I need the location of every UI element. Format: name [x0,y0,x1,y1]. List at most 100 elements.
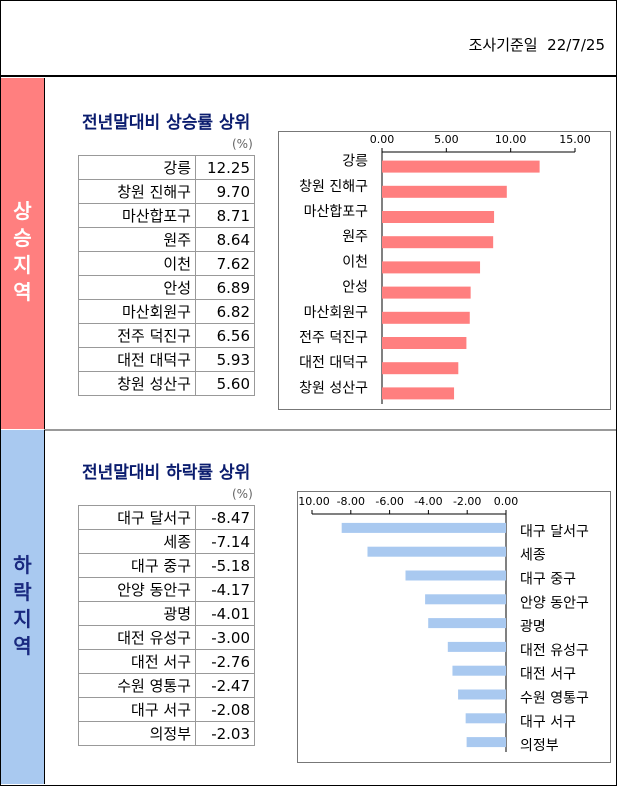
rising-table-row: 마산회원구 6.82 [78,299,255,324]
bar [367,546,506,557]
rising-region-name: 강릉 [78,155,196,180]
x-tick-label: 15.00 [559,133,591,146]
falling-region-name: 대구 달서구 [78,505,196,530]
category-label: 창원 진해구 [299,179,368,195]
falling-region-name: 대구 중구 [78,553,196,578]
category-label: 마산회원구 [304,305,369,321]
bar [382,211,495,223]
x-tick-label: 5.00 [434,133,459,146]
falling-table: 대구 달서구 -8.47 세종 -7.14 대구 중구 -5.18 안양 동안구 -4.17 광… [78,505,255,746]
rising-region-value: 12.25 [195,155,255,180]
category-label: 대구 서구 [520,714,576,730]
rising-unit-label: (%) [232,137,253,151]
category-label: 마산합포구 [304,204,369,220]
falling-bar-chart: -10.00 -8.00 -6.00 -4.00 -2.00 0.00 대구 달서구세종대구… [294,495,589,754]
rising-region-value: 5.93 [195,347,255,372]
rising-region-name: 안성 [78,275,196,300]
falling-panel-title: 전년말대비 하락률 상위 [82,463,251,483]
rising-region-value: 8.71 [195,203,255,228]
bar [452,665,506,676]
bar [382,311,470,324]
falling-region-name: 수원 영통구 [78,673,196,698]
falling-chart-frame: -10.00 -8.00 -6.00 -4.00 -2.00 0.00 대구 달서구세종대구… [294,491,611,763]
bar [466,737,506,748]
rising-table-row: 이천 7.62 [78,251,255,276]
rising-region-value: 6.56 [195,323,255,348]
x-tick-label: -8.00 [337,495,365,508]
survey-date: 조사기준일 22/7/25 [469,34,605,55]
category-label: 대구 중구 [520,572,576,588]
falling-table-row: 대구 중구 -5.18 [78,553,255,578]
bar [382,286,471,299]
category-label: 전주 덕진구 [299,330,368,346]
falling-region-value: -3.00 [195,625,255,650]
x-tick-label: -10.00 [298,495,330,508]
falling-table-row: 대전 유성구 -3.00 [78,625,255,650]
rising-region-label: 상 승 지 역 [13,199,32,304]
category-label: 광명 [520,619,546,635]
falling-table-row: 대구 달서구 -8.47 [78,505,255,530]
rising-region-name: 원주 [78,227,196,252]
falling-region-value: -2.47 [195,673,255,698]
rising-region-value: 8.64 [195,227,255,252]
category-label: 의정부 [520,738,559,754]
rising-table-row: 창원 진해구 9.70 [78,179,255,204]
rising-table-row: 마산합포구 8.71 [78,203,255,228]
bar [382,261,481,274]
survey-date-value: 22/7/25 [547,36,605,54]
rising-region-value: 9.70 [195,179,255,204]
bar [447,641,506,652]
x-tick-label: 10.00 [495,133,526,146]
x-tick-label: -6.00 [375,495,403,508]
falling-region-name: 세종 [78,529,196,554]
falling-table-row: 세종 -7.14 [78,529,255,554]
rising-region-name: 마산합포구 [78,203,196,228]
rising-table-row: 안성 6.89 [78,275,255,300]
x-tick-label: 0.00 [494,495,519,508]
rising-region-name: 이천 [78,251,196,276]
bar [428,618,506,629]
category-label: 세종 [520,548,546,564]
x-tick-label: -2.00 [453,495,481,508]
category-label: 대전 서구 [520,667,576,683]
falling-region-value: -2.03 [195,721,255,746]
falling-region-value: -7.14 [195,529,255,554]
bar [341,522,506,533]
rising-region-value: 6.89 [195,275,255,300]
falling-region-value: -4.01 [195,601,255,626]
rising-table-row: 대전 대덕구 5.93 [78,347,255,372]
category-label: 대구 달서구 [520,524,589,540]
category-label: 수원 영통구 [520,691,589,707]
falling-region-value: -2.76 [195,649,255,674]
rising-region-name: 대전 대덕구 [78,347,196,372]
rising-region-value: 5.60 [195,371,255,396]
rising-region-name: 창원 진해구 [78,179,196,204]
bar [458,689,506,700]
rising-table-row: 창원 성산구 5.60 [78,371,255,396]
category-label: 대전 대덕구 [299,355,368,371]
bar [382,236,494,249]
rising-panel-title: 전년말대비 상승률 상위 [82,113,251,133]
falling-table-row: 대구 서구 -2.08 [78,697,255,722]
falling-region-value: -2.08 [195,697,255,722]
falling-table-row: 광명 -4.01 [78,601,255,626]
falling-unit-label: (%) [232,487,253,501]
falling-region-value: -4.17 [195,577,255,602]
falling-table-row: 대전 서구 -2.76 [78,649,255,674]
x-tick-label: 0.00 [370,133,395,146]
rising-table-row: 강릉 12.25 [78,155,255,180]
falling-region-sidebar: 하 락 지 역 [1,430,45,784]
rising-table: 강릉 12.25 창원 진해구 9.70 마산합포구 8.71 원주 8.64 이천 7.62 안성… [78,155,255,396]
bar [382,185,507,198]
bar [382,337,467,349]
bar [382,362,459,375]
falling-region-value: -8.47 [195,505,255,530]
rising-table-row: 원주 8.64 [78,227,255,252]
rising-region-sidebar: 상 승 지 역 [1,78,45,429]
bar [425,594,506,605]
falling-region-label: 하 락 지 역 [13,553,32,658]
bar [382,387,455,400]
falling-table-row: 수원 영통구 -2.47 [78,673,255,698]
bar [465,713,506,724]
section-divider [44,429,616,431]
